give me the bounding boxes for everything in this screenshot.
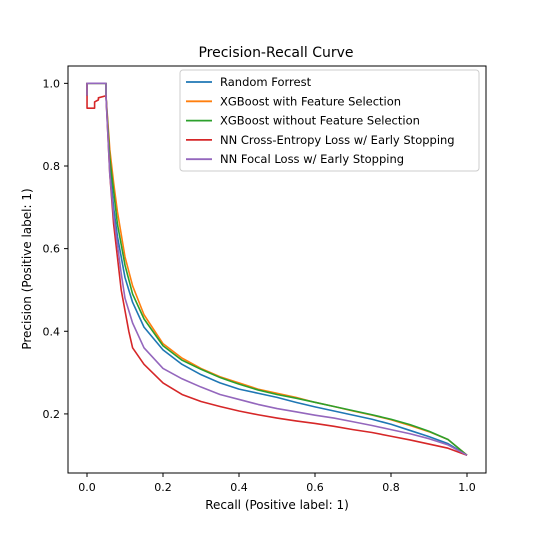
x-tick-label: 0.2	[154, 481, 172, 494]
x-tick-label: 1.0	[458, 481, 476, 494]
legend-label: Random Forrest	[220, 75, 312, 89]
legend-label: NN Cross-Entropy Loss w/ Early Stopping	[220, 133, 455, 147]
y-tick-label: 0.8	[43, 160, 61, 173]
y-axis-label: Precision (Positive label: 1)	[20, 188, 34, 349]
chart-title: Precision-Recall Curve	[198, 45, 353, 61]
x-axis-label: Recall (Positive label: 1)	[205, 498, 349, 512]
y-tick-label: 0.6	[43, 243, 61, 256]
legend-label: XGBoost without Feature Selection	[220, 114, 420, 128]
x-tick-label: 0.6	[306, 481, 324, 494]
y-tick-label: 0.4	[43, 325, 61, 338]
y-tick-label: 0.2	[43, 408, 61, 421]
legend-label: XGBoost with Feature Selection	[220, 94, 401, 108]
legend-label: NN Focal Loss w/ Early Stopping	[220, 152, 404, 166]
y-tick-label: 1.0	[43, 77, 61, 90]
x-tick-label: 0.0	[78, 481, 96, 494]
legend: Random Forrest XGBoost with Feature Selec…	[180, 70, 479, 171]
x-tick-label: 0.4	[230, 481, 248, 494]
x-tick-label: 0.8	[382, 481, 400, 494]
